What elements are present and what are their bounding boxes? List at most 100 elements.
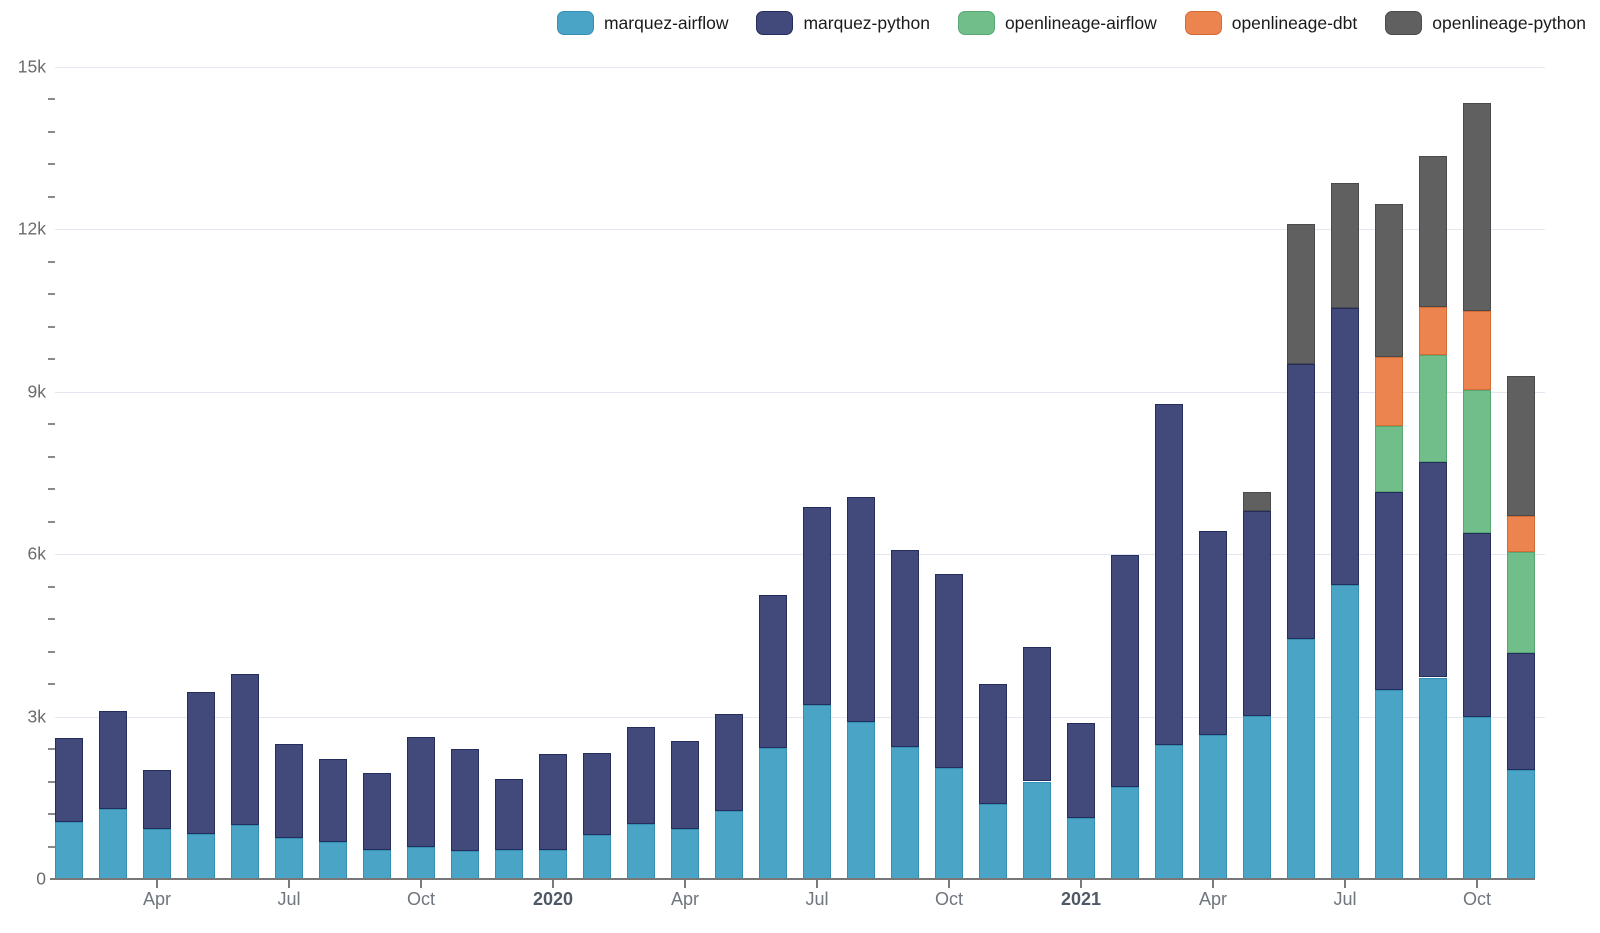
bar-2019-11-marquez-python[interactable] <box>451 748 479 852</box>
bar-2020-05-marquez-airflow[interactable] <box>715 811 743 879</box>
bar-2021-04-marquez-python[interactable] <box>1199 530 1227 735</box>
bar-2021-06-marquez-python[interactable] <box>1287 364 1315 639</box>
bar-2021-10-marquez-airflow[interactable] <box>1463 717 1491 879</box>
bar-2021-09-marquez-airflow[interactable] <box>1419 677 1447 879</box>
bar-2020-12-marquez-airflow[interactable] <box>1023 781 1051 879</box>
bar-2021-06-openlineage-python[interactable] <box>1287 224 1315 365</box>
y-axis-minor-tick <box>48 585 55 588</box>
bar-2021-08-marquez-airflow[interactable] <box>1375 690 1403 879</box>
bar-2021-09-openlineage-python[interactable] <box>1419 155 1447 307</box>
legend-swatch-openlineage-dbt-icon <box>1184 11 1222 35</box>
bar-2019-07-marquez-airflow[interactable] <box>275 837 303 879</box>
bar-2019-06-marquez-airflow[interactable] <box>231 824 259 879</box>
bar-2019-05-marquez-python[interactable] <box>187 692 215 834</box>
bar-2021-10-openlineage-airflow[interactable] <box>1463 389 1491 533</box>
bar-2021-06-marquez-airflow[interactable] <box>1287 639 1315 879</box>
bar-2021-07-openlineage-python[interactable] <box>1331 183 1359 309</box>
bar-2019-12-marquez-python[interactable] <box>495 779 523 850</box>
x-axis-label-Apr: Apr <box>670 889 700 909</box>
legend-item-openlineage-dbt[interactable]: openlineage-dbt <box>1184 11 1357 35</box>
x-axis-tick-2021 <box>1080 880 1082 888</box>
bar-2021-03-marquez-airflow[interactable] <box>1155 744 1183 879</box>
bar-2020-07-marquez-airflow[interactable] <box>803 704 831 879</box>
bar-2020-08-marquez-python[interactable] <box>847 496 875 722</box>
bar-2019-06-marquez-python[interactable] <box>231 673 259 825</box>
bar-2019-04-marquez-airflow[interactable] <box>143 829 171 879</box>
bar-2021-10-openlineage-dbt[interactable] <box>1463 310 1491 390</box>
bar-2021-10-marquez-python[interactable] <box>1463 532 1491 718</box>
bar-2020-12-marquez-python[interactable] <box>1023 647 1051 782</box>
legend-item-marquez-python[interactable]: marquez-python <box>756 11 930 35</box>
legend-item-openlineage-airflow[interactable]: openlineage-airflow <box>957 11 1157 35</box>
x-axis-tick-Jul <box>288 880 290 888</box>
bar-2021-01-marquez-airflow[interactable] <box>1067 818 1095 879</box>
bar-2019-07-marquez-python[interactable] <box>275 743 303 838</box>
bar-2021-05-marquez-python[interactable] <box>1243 510 1271 716</box>
bar-2020-01-marquez-python[interactable] <box>539 754 567 850</box>
legend-swatch-marquez-airflow-icon <box>556 11 594 35</box>
bar-2019-03-marquez-airflow[interactable] <box>99 808 127 879</box>
bar-2020-04-marquez-python[interactable] <box>671 740 699 829</box>
bar-2020-06-marquez-airflow[interactable] <box>759 747 787 879</box>
bar-2019-05-marquez-airflow[interactable] <box>187 834 215 879</box>
bar-2020-06-marquez-python[interactable] <box>759 595 787 748</box>
bar-2021-11-openlineage-python[interactable] <box>1507 376 1535 517</box>
bar-2020-11-marquez-airflow[interactable] <box>979 803 1007 879</box>
bar-2020-07-marquez-python[interactable] <box>803 507 831 705</box>
bar-2020-01-marquez-airflow[interactable] <box>539 849 567 880</box>
bar-2021-03-marquez-python[interactable] <box>1155 404 1183 745</box>
bar-2019-11-marquez-airflow[interactable] <box>451 851 479 879</box>
bar-2021-09-openlineage-dbt[interactable] <box>1419 307 1447 356</box>
bar-2021-04-marquez-airflow[interactable] <box>1199 734 1227 879</box>
bar-2019-03-marquez-python[interactable] <box>99 711 127 809</box>
legend-item-openlineage-python[interactable]: openlineage-python <box>1385 11 1586 35</box>
bar-2020-05-marquez-python[interactable] <box>715 714 743 812</box>
bar-2020-02-marquez-airflow[interactable] <box>583 835 611 879</box>
bar-2021-09-marquez-python[interactable] <box>1419 461 1447 678</box>
bar-2020-08-marquez-airflow[interactable] <box>847 721 875 879</box>
bar-2021-08-openlineage-airflow[interactable] <box>1375 426 1403 492</box>
bar-2021-08-openlineage-python[interactable] <box>1375 204 1403 358</box>
bar-2019-02-marquez-airflow[interactable] <box>55 822 83 879</box>
bar-2019-10-marquez-airflow[interactable] <box>407 847 435 879</box>
bar-2020-09-marquez-python[interactable] <box>891 550 919 747</box>
bar-2021-07-marquez-python[interactable] <box>1331 308 1359 585</box>
bar-2021-01-marquez-python[interactable] <box>1067 722 1095 819</box>
bar-2021-02-marquez-airflow[interactable] <box>1111 786 1139 879</box>
x-axis-tick-Apr <box>684 880 686 888</box>
bar-2019-10-marquez-python[interactable] <box>407 736 435 847</box>
bar-2021-05-openlineage-python[interactable] <box>1243 492 1271 511</box>
gridline-15000 <box>55 66 1545 68</box>
bar-2020-04-marquez-airflow[interactable] <box>671 828 699 879</box>
bar-2019-12-marquez-airflow[interactable] <box>495 849 523 880</box>
bar-2020-03-marquez-airflow[interactable] <box>627 824 655 879</box>
x-axis-label-2021: 2021 <box>1060 889 1102 909</box>
bar-2021-11-marquez-python[interactable] <box>1507 652 1535 771</box>
bar-2021-05-marquez-airflow[interactable] <box>1243 716 1271 879</box>
bar-2021-08-marquez-python[interactable] <box>1375 491 1403 690</box>
bar-2021-08-openlineage-dbt[interactable] <box>1375 357 1403 427</box>
bar-2019-09-marquez-python[interactable] <box>363 773 391 850</box>
bar-2019-08-marquez-python[interactable] <box>319 759 347 843</box>
bar-2019-08-marquez-airflow[interactable] <box>319 842 347 879</box>
bar-2021-11-openlineage-dbt[interactable] <box>1507 516 1535 553</box>
bar-2020-09-marquez-airflow[interactable] <box>891 746 919 879</box>
bar-2020-02-marquez-python[interactable] <box>583 753 611 836</box>
bar-2021-09-openlineage-airflow[interactable] <box>1419 355 1447 462</box>
bar-2019-09-marquez-airflow[interactable] <box>363 849 391 880</box>
bar-2020-11-marquez-python[interactable] <box>979 684 1007 804</box>
bar-2021-02-marquez-python[interactable] <box>1111 555 1139 787</box>
bar-2021-11-openlineage-airflow[interactable] <box>1507 552 1535 653</box>
bar-2021-10-openlineage-python[interactable] <box>1463 103 1491 311</box>
bar-2021-11-marquez-airflow[interactable] <box>1507 770 1535 879</box>
x-axis-tick-Jul <box>1344 880 1346 888</box>
bar-2021-07-marquez-airflow[interactable] <box>1331 584 1359 879</box>
bar-2020-10-marquez-airflow[interactable] <box>935 768 963 879</box>
y-axis-minor-tick <box>48 163 55 165</box>
bar-2019-04-marquez-python[interactable] <box>143 769 171 830</box>
bar-2020-03-marquez-python[interactable] <box>627 727 655 825</box>
bar-2020-10-marquez-python[interactable] <box>935 574 963 768</box>
legend-item-marquez-airflow[interactable]: marquez-airflow <box>556 11 728 35</box>
bar-2019-02-marquez-python[interactable] <box>55 738 83 823</box>
